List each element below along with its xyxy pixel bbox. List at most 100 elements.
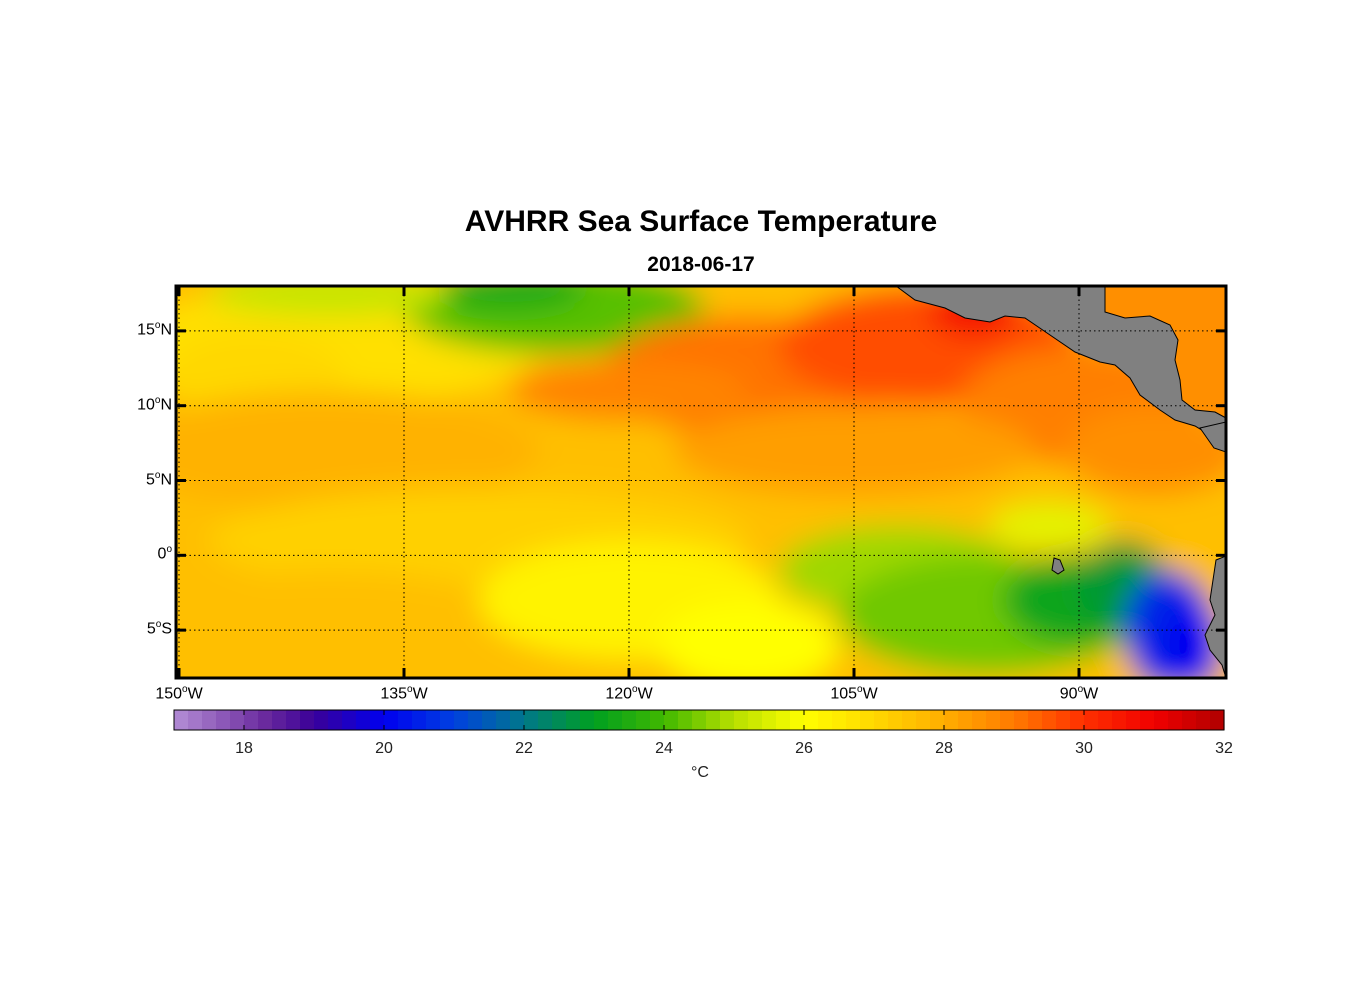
colorbar-swatch <box>440 710 455 730</box>
colorbar-swatch <box>384 710 399 730</box>
colorbar-swatch <box>664 710 679 730</box>
lat-label: 15oN <box>137 319 172 339</box>
colorbar-tick-label: 18 <box>235 740 253 757</box>
colorbar-swatch <box>1028 710 1043 730</box>
lat-label: 5oN <box>145 469 172 488</box>
colorbar-swatch <box>874 710 889 730</box>
colorbar-swatch <box>482 710 497 730</box>
colorbar-swatch <box>902 710 917 730</box>
lon-label: 135oW <box>380 684 428 703</box>
colorbar-tick-label: 28 <box>935 740 953 757</box>
colorbar-swatch <box>804 710 819 730</box>
colorbar-swatch <box>776 710 791 730</box>
colorbar-swatch <box>188 710 203 730</box>
colorbar-swatch <box>426 710 441 730</box>
colorbar-swatch <box>496 710 511 730</box>
colorbar-swatch <box>748 710 763 730</box>
colorbar-swatch <box>1168 710 1183 730</box>
lat-label: 0o <box>157 544 172 563</box>
colorbar-swatch <box>258 710 273 730</box>
colorbar-swatch <box>986 710 1001 730</box>
colorbar-tick-label: 30 <box>1075 740 1093 757</box>
colorbar-swatch <box>1042 710 1057 730</box>
colorbar-tick-label: 24 <box>655 740 673 757</box>
colorbar-swatch <box>790 710 805 730</box>
colorbar-swatch <box>608 710 623 730</box>
colorbar-swatch <box>342 710 357 730</box>
colorbar-swatch <box>566 710 581 730</box>
colorbar-swatch <box>510 710 525 730</box>
colorbar-swatch <box>1056 710 1071 730</box>
colorbar-swatch <box>692 710 707 730</box>
lon-label: 150oW <box>155 684 203 703</box>
colorbar-swatch <box>454 710 469 730</box>
lon-label: 120oW <box>605 684 653 703</box>
map-title: AVHRR Sea Surface Temperature <box>464 205 938 238</box>
colorbar-swatch <box>972 710 987 730</box>
colorbar-swatch <box>958 710 973 730</box>
colorbar-swatch <box>1140 710 1155 730</box>
colorbar-swatch <box>944 710 959 730</box>
colorbar-tick-label: 20 <box>375 740 393 757</box>
lat-label: 10oN <box>137 394 172 414</box>
colorbar-tick-label: 22 <box>515 740 533 757</box>
colorbar-swatch <box>202 710 217 730</box>
colorbar-swatch <box>650 710 665 730</box>
colorbar-swatch <box>174 710 189 730</box>
colorbar-swatch <box>1112 710 1127 730</box>
colorbar-tick-label: 32 <box>1215 740 1233 757</box>
colorbar-swatch <box>216 710 231 730</box>
colorbar-swatch <box>916 710 931 730</box>
colorbar-swatch <box>580 710 595 730</box>
map-date: 2018-06-17 <box>647 253 755 276</box>
colorbar-swatch <box>818 710 833 730</box>
colorbar-swatch <box>762 710 777 730</box>
colorbar-swatch <box>622 710 637 730</box>
colorbar-swatch <box>1014 710 1029 730</box>
colorbar-swatch <box>888 710 903 730</box>
colorbar-swatch <box>734 710 749 730</box>
colorbar-swatch <box>860 710 875 730</box>
colorbar-swatch <box>356 710 371 730</box>
colorbar-swatch <box>1196 710 1211 730</box>
colorbar-swatch <box>706 710 721 730</box>
colorbar-swatch <box>1182 710 1197 730</box>
map-frame <box>174 284 1228 680</box>
lat-label: 5oS <box>146 619 172 638</box>
colorbar-swatch <box>272 710 287 730</box>
colorbar-swatch <box>846 710 861 730</box>
colorbar-swatch <box>678 710 693 730</box>
colorbar-swatch <box>328 710 343 730</box>
lon-label: 90oW <box>1059 684 1099 703</box>
lon-label: 105oW <box>830 684 878 703</box>
colorbar-swatch <box>244 710 259 730</box>
colorbar-swatch <box>552 710 567 730</box>
colorbar-swatch <box>1084 710 1099 730</box>
colorbar-swatch <box>314 710 329 730</box>
colorbar-swatch <box>1126 710 1141 730</box>
colorbar-swatch <box>594 710 609 730</box>
colorbar-swatch <box>1000 710 1015 730</box>
colorbar-swatch <box>1070 710 1085 730</box>
colorbar-swatch <box>538 710 553 730</box>
colorbar-swatch <box>636 710 651 730</box>
colorbar-unit: °C <box>691 764 709 781</box>
colorbar-swatch <box>930 710 945 730</box>
colorbar-swatch <box>370 710 385 730</box>
colorbar-swatch <box>468 710 483 730</box>
colorbar-tick-label: 26 <box>795 740 813 757</box>
colorbar-swatch <box>286 710 301 730</box>
colorbar-swatch <box>1210 710 1225 730</box>
colorbar-swatch <box>300 710 315 730</box>
colorbar-swatch <box>1154 710 1169 730</box>
colorbar-swatch <box>524 710 539 730</box>
colorbar-swatch <box>720 710 735 730</box>
colorbar <box>173 709 1225 731</box>
colorbar-swatch <box>1098 710 1113 730</box>
graticule <box>176 286 1226 678</box>
land-mask <box>895 286 1226 678</box>
colorbar-swatch <box>398 710 413 730</box>
colorbar-swatch <box>412 710 427 730</box>
colorbar-swatch <box>230 710 245 730</box>
